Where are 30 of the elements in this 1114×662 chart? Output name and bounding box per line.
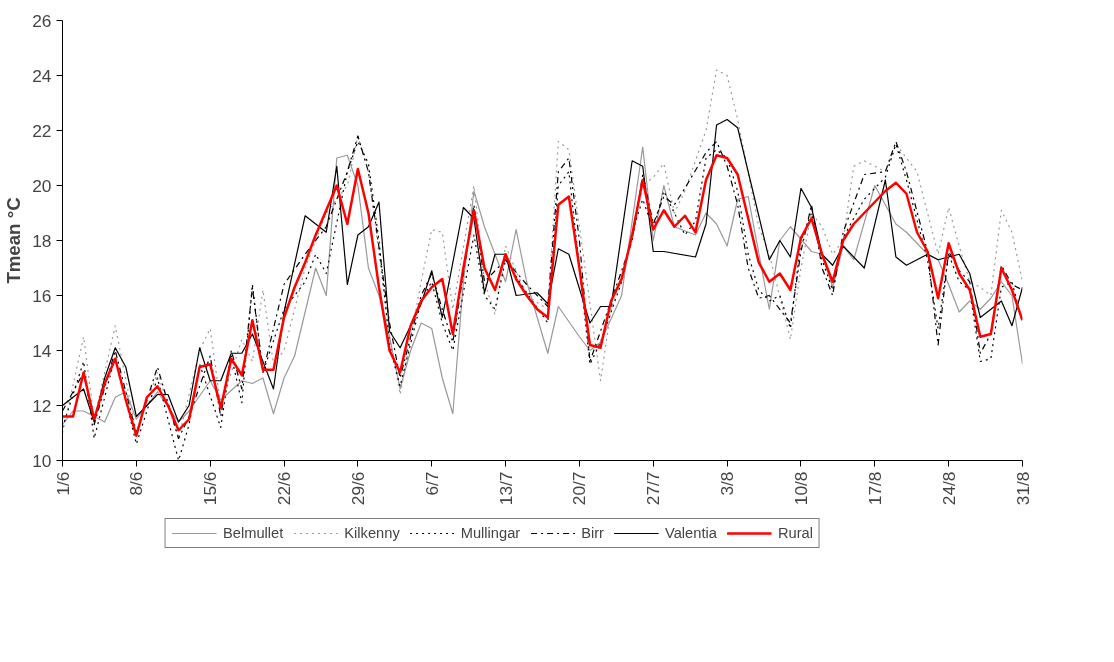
x-tick-label: 22/6 [274,471,295,506]
x-tick-label: 20/7 [569,471,590,506]
y-tick-label: 20 [32,175,52,196]
x-tick-label: 1/6 [52,471,73,496]
x-tick-label: 10/8 [790,471,811,506]
x-tick-label: 24/8 [938,471,959,506]
legend-label: Birr [581,525,604,541]
legend-label: Belmullet [223,525,284,541]
x-tick-label: 31/8 [1012,471,1033,506]
y-tick-label: 12 [32,395,52,416]
y-tick-label: 22 [32,120,52,141]
x-tick-label: 6/7 [421,471,442,496]
y-tick-label: 18 [32,230,52,251]
y-tick-label: 14 [32,340,52,361]
x-tick-label: 27/7 [643,471,664,506]
y-axis-title: Tmean °C [3,197,25,284]
x-tick-label: 8/6 [126,471,147,496]
legend-label: Rural [777,525,813,541]
y-tick-label: 26 [32,10,52,31]
x-tick-label: 15/6 [200,471,221,506]
legend-label: Valentia [665,525,717,541]
x-tick-label: 29/6 [347,471,368,506]
x-tick-label: 3/8 [717,471,738,496]
y-tick-label: 16 [32,285,52,306]
y-tick-label: 10 [32,450,52,471]
legend-label: Kilkenny [344,525,400,541]
x-tick-label: 17/8 [864,471,885,506]
x-tick-label: 13/7 [495,471,516,506]
y-tick-label: 24 [32,65,52,86]
legend-label: Mullingar [460,525,521,541]
